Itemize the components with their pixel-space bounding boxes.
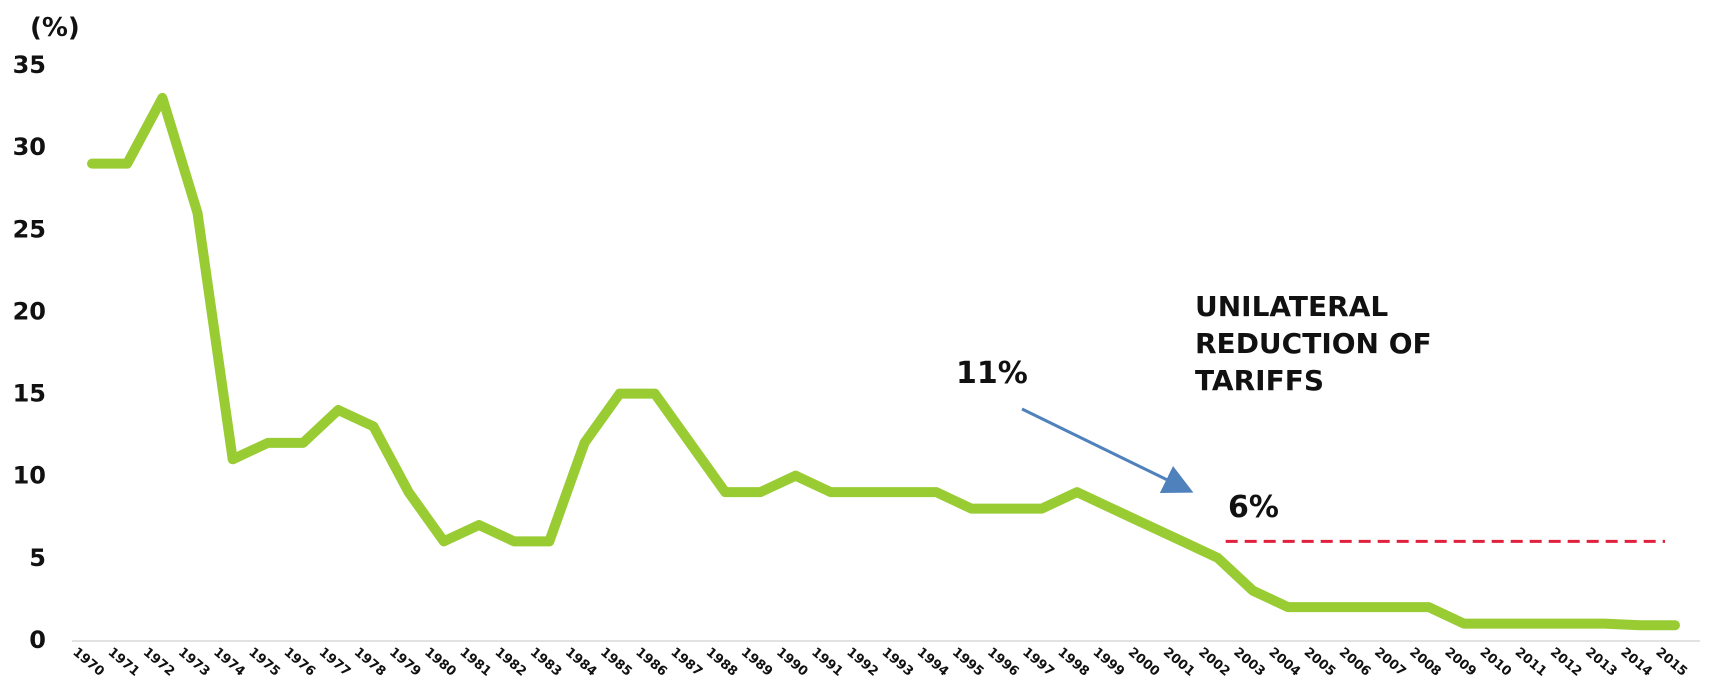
x-tick-label: 1999 xyxy=(1090,645,1127,680)
x-tick-label: 2009 xyxy=(1442,645,1479,680)
annotation-title-line-2: REDUCTION OF xyxy=(1195,327,1432,360)
x-tick-label: 1988 xyxy=(703,645,740,680)
x-tick-label: 2005 xyxy=(1301,645,1338,680)
y-tick-label: 0 xyxy=(29,626,46,654)
x-tick-label: 1984 xyxy=(562,645,599,680)
x-tick-label: 1971 xyxy=(105,645,142,680)
x-tick-label: 2002 xyxy=(1195,645,1232,680)
x-tick-label: 1997 xyxy=(1019,645,1056,680)
y-tick-label: 15 xyxy=(13,380,46,408)
x-tick-label: 1986 xyxy=(632,645,669,680)
x-tick-label: 1974 xyxy=(210,645,247,680)
x-tick-label: 1976 xyxy=(281,645,318,680)
x-tick-label: 2007 xyxy=(1371,645,1408,680)
x-tick-label: 2001 xyxy=(1160,645,1197,680)
x-tick-label: 2013 xyxy=(1582,645,1619,680)
x-tick-label: 2004 xyxy=(1266,645,1303,680)
y-tick-label: 20 xyxy=(13,297,46,325)
x-tick-label: 2008 xyxy=(1406,645,1443,680)
x-tick-label: 1983 xyxy=(527,645,564,680)
x-tick-label: 1972 xyxy=(140,645,177,680)
x-tick-label: 1996 xyxy=(984,645,1021,680)
x-tick-label: 1982 xyxy=(492,645,529,680)
y-tick-label: 10 xyxy=(13,462,46,490)
y-tick-label: 5 xyxy=(29,544,46,572)
x-tick-label: 2012 xyxy=(1547,645,1584,680)
x-tick-label: 1998 xyxy=(1055,645,1092,680)
y-tick-label: 25 xyxy=(13,215,46,243)
x-tick-label: 2000 xyxy=(1125,645,1162,680)
x-axis: 1970197119721973197419751976197719781979… xyxy=(70,645,1690,680)
x-tick-label: 2006 xyxy=(1336,645,1373,680)
x-tick-label: 2014 xyxy=(1617,645,1654,680)
x-tick-label: 1990 xyxy=(773,645,810,680)
x-tick-label: 1980 xyxy=(421,645,458,680)
y-tick-label: 35 xyxy=(13,51,46,79)
annotation-title-line-1: UNILATERAL xyxy=(1195,290,1388,323)
x-tick-label: 1989 xyxy=(738,645,775,680)
x-tick-label: 1994 xyxy=(914,645,951,680)
x-tick-label: 2015 xyxy=(1653,645,1690,680)
x-tick-label: 1987 xyxy=(668,645,705,680)
x-tick-label: 2003 xyxy=(1230,645,1267,680)
annotation-title-line-3: TARIFFS xyxy=(1195,364,1324,397)
y-tick-label: 30 xyxy=(13,133,46,161)
x-tick-label: 1992 xyxy=(843,645,880,680)
y-axis: 0 5 10 15 20 25 30 35 xyxy=(13,51,46,654)
x-tick-label: 2010 xyxy=(1477,645,1514,680)
x-tick-label: 1977 xyxy=(316,645,353,680)
x-tick-label: 1993 xyxy=(879,645,916,680)
start-rate-label: 11% xyxy=(956,356,1028,391)
y-axis-unit-label: (%) xyxy=(30,13,80,43)
x-tick-label: 1981 xyxy=(457,645,494,680)
x-tick-label: 1979 xyxy=(386,645,423,680)
x-tick-label: 1991 xyxy=(808,645,845,680)
x-tick-label: 1973 xyxy=(175,645,212,680)
x-tick-label: 2011 xyxy=(1512,645,1549,680)
x-tick-label: 1970 xyxy=(70,645,107,680)
end-rate-label: 6% xyxy=(1228,490,1279,525)
trend-arrow xyxy=(1021,407,1194,493)
x-tick-label: 1978 xyxy=(351,645,388,680)
x-tick-label: 1995 xyxy=(949,645,986,680)
tariff-series-line xyxy=(87,92,1680,631)
x-tick-label: 1985 xyxy=(597,645,634,680)
x-tick-label: 1975 xyxy=(245,645,282,680)
